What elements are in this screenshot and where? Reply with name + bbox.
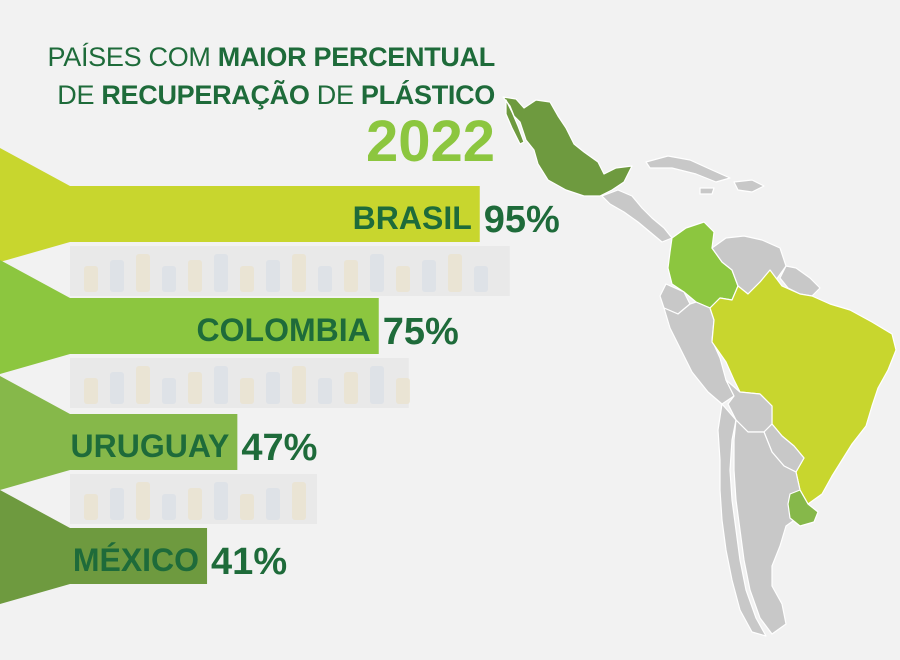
bar-tail	[0, 260, 70, 374]
bottle-icon	[292, 366, 306, 404]
category-label: COLOMBIA	[197, 312, 371, 348]
chart-title-line-1: PAÍSES COM MAIOR PERCENTUAL	[20, 40, 496, 74]
bottle-icon	[162, 266, 176, 292]
category-label: BRASIL	[353, 200, 472, 236]
bar	[70, 298, 379, 354]
bottle-icon	[292, 482, 306, 520]
chart-year: 2022	[365, 109, 495, 174]
map-uruguay	[787, 489, 819, 527]
bottle-icon	[396, 378, 410, 404]
bottle-icon	[448, 254, 462, 292]
bottle-icon	[370, 366, 384, 404]
bottle-icon	[188, 260, 202, 292]
map-jamaica	[699, 187, 715, 195]
bottle-icon	[136, 366, 150, 404]
bottle-icon	[292, 254, 306, 292]
map-baja-california	[505, 99, 525, 145]
bottle-icon	[214, 254, 228, 292]
category-label: URUGUAY	[71, 428, 230, 464]
bottle-icon	[110, 260, 124, 292]
bottle-icon	[84, 494, 98, 520]
title-part: DE	[57, 80, 102, 110]
bottle-icon	[344, 260, 358, 292]
bottle-shelf	[70, 246, 510, 296]
bottle-icon	[266, 372, 280, 404]
bottle-icon	[318, 266, 332, 292]
bottle-icon	[266, 488, 280, 520]
value-label: 47%	[241, 427, 317, 469]
map-chile	[717, 403, 767, 637]
bottle-icon	[188, 372, 202, 404]
category-label: MÉXICO	[73, 542, 199, 578]
bar-tail	[0, 490, 70, 604]
title-part: PAÍSES COM	[47, 42, 218, 72]
bottle-icon	[318, 378, 332, 404]
bottle-icon	[344, 372, 358, 404]
value-label: 41%	[211, 541, 287, 583]
bottle-icon	[84, 378, 98, 404]
bottle-icon	[110, 372, 124, 404]
bar	[70, 414, 238, 470]
bottle-icon	[84, 266, 98, 292]
bottle-icon	[214, 366, 228, 404]
bar	[70, 528, 208, 584]
latin-america-map	[502, 96, 897, 637]
bottle-icon	[162, 378, 176, 404]
bottle-icon	[396, 266, 410, 292]
bottle-icon	[110, 488, 124, 520]
bar-tail	[0, 376, 70, 490]
bottle-icon	[474, 266, 488, 292]
bottle-icon	[162, 494, 176, 520]
chart-title-line-2: DE RECUPERAÇÃO DE PLÁSTICO	[20, 78, 495, 112]
map-argentina	[733, 419, 809, 635]
value-label: 95%	[484, 199, 560, 241]
bottle-icon	[422, 260, 436, 292]
map-central-america	[601, 189, 673, 243]
title-part-bold: MAIOR PERCENTUAL	[217, 42, 496, 72]
title-part: DE	[309, 80, 361, 110]
map-mexico	[502, 96, 633, 197]
value-label: 75%	[383, 311, 459, 353]
title-part-bold: RECUPERAÇÃO	[101, 80, 310, 110]
map-peru	[663, 301, 735, 405]
bottle-icon	[214, 482, 228, 520]
bar-tail	[0, 148, 70, 262]
map-cuba	[645, 155, 731, 183]
bottle-icon	[136, 254, 150, 292]
bottle-icon	[240, 494, 254, 520]
bar	[70, 186, 480, 242]
bottle-icon	[188, 488, 202, 520]
map-hispaniola	[733, 179, 765, 193]
bottle-icon	[240, 266, 254, 292]
title-part-bold: PLÁSTICO	[360, 80, 495, 110]
bottle-icon	[370, 254, 384, 292]
bottle-icon	[266, 260, 280, 292]
bottle-icon	[240, 378, 254, 404]
bars-group: BRASIL 95% COLOMBIA 75% URUGUAY 47% MÉXICO 41%	[0, 148, 560, 604]
bottle-icon	[136, 482, 150, 520]
